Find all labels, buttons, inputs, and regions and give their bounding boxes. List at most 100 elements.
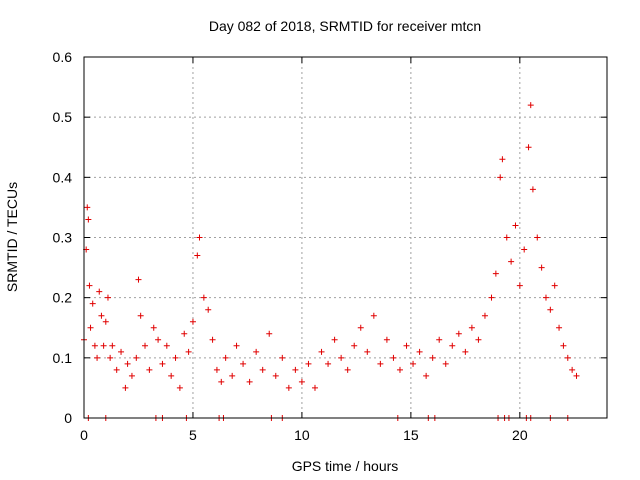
data-point	[118, 348, 125, 355]
data-point	[311, 384, 318, 391]
data-point	[298, 378, 305, 385]
data-point	[462, 348, 469, 355]
data-point	[488, 294, 495, 301]
data-point	[436, 336, 443, 343]
data-point	[122, 384, 129, 391]
data-point	[150, 324, 157, 331]
data-point	[569, 366, 576, 373]
data-point	[100, 342, 107, 349]
data-point	[516, 282, 523, 289]
data-point	[377, 360, 384, 367]
data-point	[499, 156, 506, 163]
data-point	[538, 264, 545, 271]
data-point	[442, 360, 449, 367]
data-point	[416, 348, 423, 355]
data-point	[556, 324, 563, 331]
data-point	[551, 282, 558, 289]
data-point	[240, 360, 247, 367]
data-point	[475, 336, 482, 343]
y-tick-label: 0.6	[53, 49, 73, 65]
data-point	[94, 354, 101, 361]
x-tick-label: 5	[189, 427, 197, 443]
data-point	[96, 288, 103, 295]
plot-frame	[83, 56, 608, 419]
data-point	[468, 324, 475, 331]
data-point	[325, 360, 332, 367]
data-point	[272, 372, 279, 379]
data-point	[383, 336, 390, 343]
data-point	[142, 342, 149, 349]
data-point	[423, 372, 430, 379]
data-point	[233, 342, 240, 349]
data-point	[481, 312, 488, 319]
data-point	[196, 234, 203, 241]
data-point	[364, 348, 371, 355]
data-point	[109, 342, 116, 349]
data-point	[222, 354, 229, 361]
data-point	[492, 270, 499, 277]
data-point	[135, 276, 142, 283]
data-point	[91, 342, 98, 349]
data-point	[497, 174, 504, 181]
data-marks	[81, 102, 580, 421]
data-point	[246, 378, 253, 385]
data-point	[534, 234, 541, 241]
data-point	[564, 354, 571, 361]
data-point	[189, 318, 196, 325]
data-point	[172, 354, 179, 361]
y-tick-label: 0.5	[53, 109, 73, 125]
data-point	[259, 366, 266, 373]
data-point	[185, 348, 192, 355]
x-tick-label: 10	[294, 427, 310, 443]
data-point	[370, 312, 377, 319]
y-tick-label: 0.2	[53, 290, 73, 306]
data-point	[573, 372, 580, 379]
data-point	[98, 312, 105, 319]
chart-title: Day 082 of 2018, SRMTID for receiver mtc…	[209, 18, 481, 34]
data-point	[503, 234, 510, 241]
x-tick-label: 0	[80, 427, 88, 443]
data-point	[181, 330, 188, 337]
data-point	[351, 342, 358, 349]
data-point	[84, 204, 91, 211]
data-point	[396, 366, 403, 373]
data-point	[176, 384, 183, 391]
data-point	[560, 342, 567, 349]
data-point	[200, 294, 207, 301]
data-point	[449, 342, 456, 349]
data-point	[279, 354, 286, 361]
data-point	[403, 342, 410, 349]
y-tick-label: 0.4	[53, 169, 73, 185]
data-point	[85, 216, 92, 223]
data-point	[521, 246, 528, 253]
data-point	[229, 372, 236, 379]
x-tick-label: 20	[512, 427, 528, 443]
data-point	[218, 378, 225, 385]
data-point	[205, 306, 212, 313]
data-point	[390, 354, 397, 361]
y-tick-label: 0.1	[53, 350, 73, 366]
data-point	[542, 294, 549, 301]
x-tick-label: 15	[403, 427, 419, 443]
data-point	[128, 372, 135, 379]
data-point	[266, 330, 273, 337]
data-point	[89, 300, 96, 307]
data-point	[104, 294, 111, 301]
data-point	[155, 336, 162, 343]
data-point	[159, 360, 166, 367]
data-point	[547, 306, 554, 313]
data-point	[527, 102, 534, 109]
data-point	[107, 354, 114, 361]
y-tick-label: 0.3	[53, 230, 73, 246]
data-point	[344, 366, 351, 373]
data-point	[87, 324, 94, 331]
data-point	[86, 282, 93, 289]
data-point	[137, 312, 144, 319]
data-point	[209, 336, 216, 343]
data-point	[455, 330, 462, 337]
data-point	[429, 354, 436, 361]
data-point	[529, 186, 536, 193]
data-point	[113, 366, 120, 373]
data-point	[512, 222, 519, 229]
data-point	[331, 336, 338, 343]
